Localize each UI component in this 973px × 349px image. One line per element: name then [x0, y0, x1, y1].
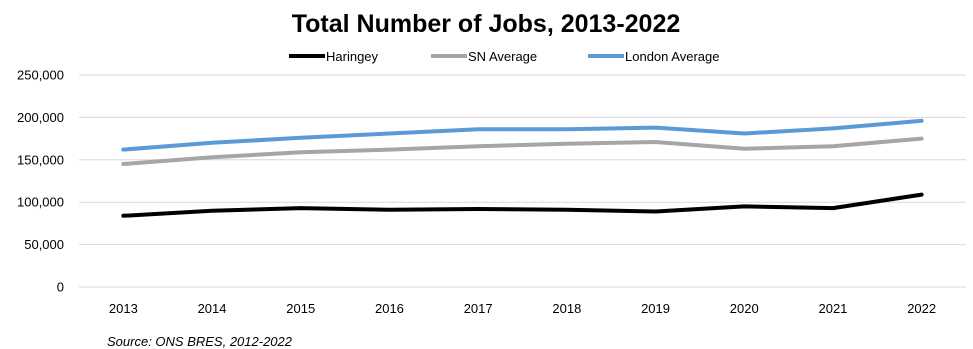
legend-label-london-average: London Average: [625, 49, 719, 64]
x-tick-label: 2016: [375, 301, 404, 316]
x-tick-label: 2013: [109, 301, 138, 316]
x-tick-label: 2018: [552, 301, 581, 316]
x-tick-label: 2015: [286, 301, 315, 316]
y-axis-tick-labels: 0 50,000 100,000 150,000 200,000 250,000: [17, 68, 64, 295]
y-tick-label: 250,000: [17, 68, 64, 83]
gridlines: [79, 74, 966, 288]
legend-label-haringey: Haringey: [326, 49, 379, 64]
x-tick-label: 2014: [198, 301, 227, 316]
x-tick-label: 2017: [464, 301, 493, 316]
series-line-sn-average: [121, 136, 924, 166]
series-line-haringey: [121, 192, 924, 218]
chart-title: Total Number of Jobs, 2013-2022: [292, 10, 681, 38]
series-line-london-average: [121, 118, 924, 152]
y-tick-label: 150,000: [17, 152, 64, 167]
y-tick-label: 0: [57, 280, 64, 295]
legend-label-sn-average: SN Average: [468, 49, 537, 64]
series-lines: [121, 118, 924, 218]
source-note: Source: ONS BRES, 2012-2022: [107, 334, 293, 349]
y-tick-label: 200,000: [17, 110, 64, 125]
x-tick-label: 2019: [641, 301, 670, 316]
legend: Haringey SN Average London Average: [289, 49, 719, 64]
x-axis-tick-labels: 2013 2014 2015 2016 2017 2018 2019 2020 2021 2022: [109, 301, 936, 316]
x-tick-label: 2020: [730, 301, 759, 316]
x-tick-label: 2022: [907, 301, 936, 316]
y-tick-label: 50,000: [24, 237, 64, 252]
y-tick-label: 100,000: [17, 195, 64, 210]
x-tick-label: 2021: [818, 301, 847, 316]
